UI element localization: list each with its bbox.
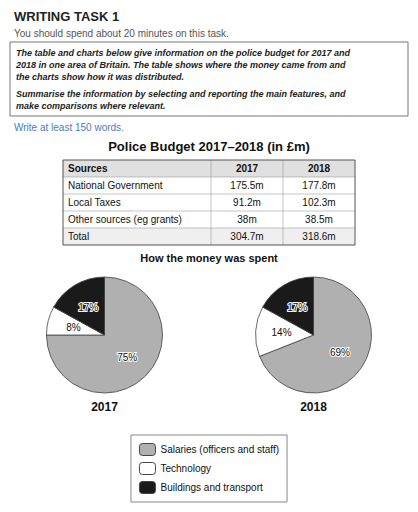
svg-text:8%: 8% <box>66 322 81 333</box>
svg-text:2018 in one area of Britain. T: 2018 in one area of Britain. The table s… <box>15 60 346 70</box>
svg-text:2018: 2018 <box>300 400 327 414</box>
svg-text:318.6m: 318.6m <box>302 231 335 242</box>
svg-text:75%: 75% <box>117 352 137 363</box>
svg-text:69%: 69% <box>330 347 350 358</box>
svg-text:Summarise the information by s: Summarise the information by selecting a… <box>16 89 346 99</box>
svg-text:Write at least 150 words.: Write at least 150 words. <box>14 122 124 133</box>
svg-text:Sources: Sources <box>68 163 108 174</box>
svg-text:Local Taxes: Local Taxes <box>68 197 121 208</box>
svg-text:National Government: National Government <box>68 180 163 191</box>
svg-text:38m: 38m <box>237 214 256 225</box>
svg-text:91.2m: 91.2m <box>233 197 261 208</box>
svg-text:make comparisons where relevan: make comparisons where relevant. <box>16 101 166 111</box>
svg-text:WRITING TASK 1: WRITING TASK 1 <box>14 9 119 24</box>
svg-text:the charts show how it was dis: the charts show how it was distributed. <box>16 72 184 82</box>
svg-text:The table and charts below giv: The table and charts below give informat… <box>16 48 351 58</box>
svg-text:175.5m: 175.5m <box>230 180 263 191</box>
svg-text:You should spend about 20 minu: You should spend about 20 minutes on thi… <box>14 28 229 39</box>
svg-text:2018: 2018 <box>308 163 331 174</box>
svg-text:17%: 17% <box>78 302 98 313</box>
svg-text:2017: 2017 <box>91 400 118 414</box>
svg-text:177.8m: 177.8m <box>302 180 335 191</box>
svg-text:Total: Total <box>68 231 89 242</box>
svg-text:Salaries (officers and staff): Salaries (officers and staff) <box>160 444 279 455</box>
svg-text:How the money was spent: How the money was spent <box>140 252 278 264</box>
svg-text:Other sources (eg grants): Other sources (eg grants) <box>68 214 182 225</box>
svg-text:Buildings and transport: Buildings and transport <box>160 482 263 493</box>
svg-text:Police Budget 2017–2018 (in £m: Police Budget 2017–2018 (in £m) <box>108 139 310 154</box>
svg-text:17%: 17% <box>287 302 307 313</box>
svg-text:102.3m: 102.3m <box>302 197 335 208</box>
svg-text:2017: 2017 <box>236 163 259 174</box>
svg-text:14%: 14% <box>272 327 292 338</box>
svg-text:Technology: Technology <box>160 463 211 474</box>
svg-text:38.5m: 38.5m <box>305 214 333 225</box>
svg-text:304.7m: 304.7m <box>230 231 263 242</box>
